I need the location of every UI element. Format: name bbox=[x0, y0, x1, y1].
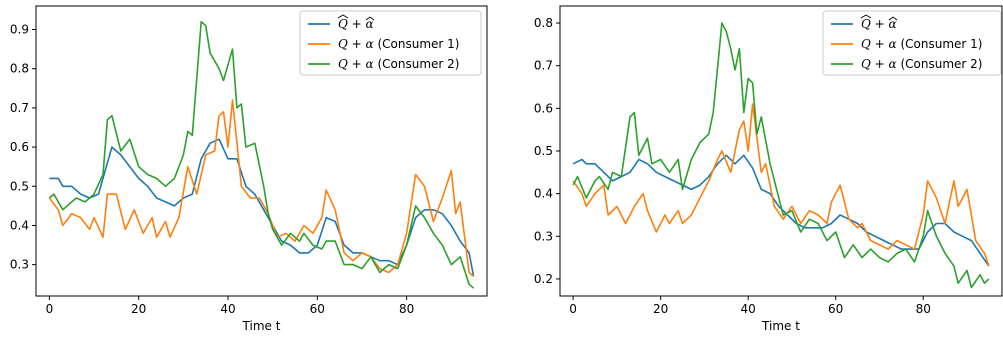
y-tick-label: 0.7 bbox=[10, 101, 29, 115]
legend-label: Q + α bbox=[338, 17, 374, 31]
legend-label: Q + α bbox=[861, 17, 897, 31]
legend-label: Q + α (Consumer 2) bbox=[338, 57, 459, 71]
series-group bbox=[48, 20, 475, 289]
y-tick-label: 0.6 bbox=[534, 101, 553, 115]
hat-mark bbox=[365, 16, 375, 21]
y-tick-label: 0.9 bbox=[10, 23, 29, 37]
x-tick-label: 60 bbox=[310, 302, 325, 316]
hat-mark bbox=[860, 14, 872, 19]
legend-box bbox=[299, 10, 482, 76]
x-tick-label: 40 bbox=[220, 302, 235, 316]
x-tick-label: 0 bbox=[569, 302, 577, 316]
x-tick-label: 80 bbox=[916, 302, 931, 316]
x-tick-label: 20 bbox=[131, 302, 146, 316]
legend: Q + α Q + α (Consumer 1) Q + α (Consumer 2… bbox=[822, 10, 1002, 76]
legend-box bbox=[822, 10, 1002, 76]
consumer-2-line bbox=[48, 20, 475, 289]
y-tick-label: 0.6 bbox=[10, 140, 29, 154]
series-group bbox=[572, 22, 990, 289]
x-tick-label: 0 bbox=[46, 302, 54, 316]
consumer-2-line bbox=[572, 22, 990, 289]
legend: Q + α Q + α (Consumer 1) Q + α (Consumer 2… bbox=[299, 10, 482, 76]
y-tick-label: 0.4 bbox=[534, 187, 553, 201]
y-tick-label: 0.8 bbox=[10, 62, 29, 76]
y-tick-label: 0.3 bbox=[10, 258, 29, 272]
hat-mark bbox=[337, 14, 349, 19]
legend-label: Q + α (Consumer 1) bbox=[861, 37, 982, 51]
consumer-1-line bbox=[48, 99, 475, 278]
axes-frame bbox=[35, 5, 488, 297]
estimate-line bbox=[572, 154, 990, 267]
x-tick-label: 20 bbox=[653, 302, 668, 316]
left-chart-panel: 0 20 40 60 80 0.3 0.4 0.5 0.6 0.7 0.8 0.9 Time t Q + … bbox=[10, 5, 488, 333]
hat-mark bbox=[888, 16, 898, 21]
x-axis-label: Time t bbox=[761, 319, 800, 333]
y-tick-label: 0.4 bbox=[10, 218, 29, 232]
legend-label: Q + α (Consumer 1) bbox=[338, 37, 459, 51]
x-tick-label: 80 bbox=[399, 302, 414, 316]
legend-label: Q + α (Consumer 2) bbox=[861, 57, 982, 71]
consumer-1-line bbox=[572, 103, 990, 267]
right-chart-panel: 0 20 40 60 80 0.2 0.3 0.4 0.5 0.6 0.7 0.8 Time t Q + … bbox=[534, 5, 1003, 333]
y-tick-label: 0.3 bbox=[534, 229, 553, 243]
y-tick-label: 0.8 bbox=[534, 16, 553, 30]
y-tick-label: 0.5 bbox=[10, 179, 29, 193]
x-axis-label: Time t bbox=[242, 319, 281, 333]
y-tick-label: 0.7 bbox=[534, 59, 553, 73]
x-tick-label: 40 bbox=[741, 302, 756, 316]
y-tick-label: 0.5 bbox=[534, 144, 553, 158]
x-tick-label: 60 bbox=[828, 302, 843, 316]
y-tick-label: 0.2 bbox=[534, 272, 553, 286]
